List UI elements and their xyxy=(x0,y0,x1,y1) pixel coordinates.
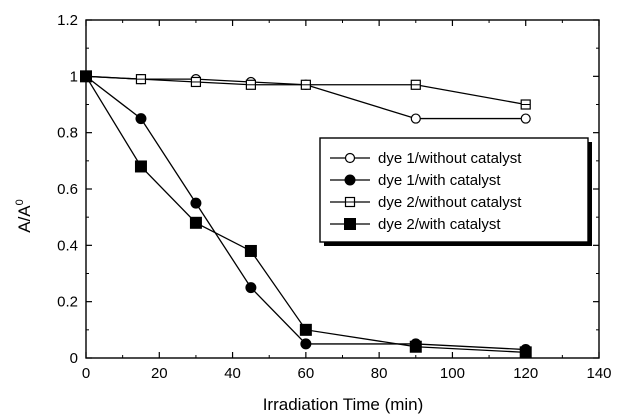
legend-item: dye 2/without catalyst xyxy=(330,194,522,211)
legend-label: dye 1/with catalyst xyxy=(378,172,501,189)
data-point xyxy=(520,113,531,124)
legend-item: dye 1/with catalyst xyxy=(330,172,501,189)
x-tick-label: 60 xyxy=(298,365,315,382)
y-axis-label-main: A/A xyxy=(15,205,34,233)
data-point xyxy=(190,76,202,88)
data-point xyxy=(410,79,421,90)
data-point xyxy=(135,74,147,85)
data-point xyxy=(80,70,92,83)
data-point xyxy=(410,113,421,124)
x-tick-label: 120 xyxy=(513,365,538,382)
y-tick-label: 1 xyxy=(70,68,78,85)
series-3 xyxy=(80,71,531,110)
x-axis-label: Irradiation Time (min) xyxy=(263,395,424,414)
legend-box xyxy=(319,137,589,243)
legend-item: dye 1/without catalyst xyxy=(330,150,522,167)
legend-marker xyxy=(344,196,356,208)
y-axis-label-superscript: 0 xyxy=(14,199,26,205)
x-tick-label: 100 xyxy=(440,365,465,382)
data-point xyxy=(135,113,147,125)
x-tick-label: 0 xyxy=(82,365,90,382)
y-tick-label: 0.2 xyxy=(57,294,78,311)
legend-marker xyxy=(344,218,356,230)
series-layer xyxy=(80,70,532,359)
y-tick-label: 0.4 xyxy=(57,237,78,254)
legend: dye 1/without catalyst dye 1/with catalys… xyxy=(319,137,592,246)
x-tick-label: 140 xyxy=(586,365,611,382)
svg-text:A/A0: A/A0 xyxy=(14,199,34,233)
y-tick-label: 0.8 xyxy=(57,125,78,142)
x-tick-label: 40 xyxy=(224,365,241,382)
legend-label: dye 2/with catalyst xyxy=(378,216,501,233)
data-point xyxy=(300,79,311,90)
data-point xyxy=(134,160,147,173)
data-point xyxy=(300,338,312,350)
y-axis-label: A/A0 xyxy=(14,199,34,233)
legend-marker xyxy=(344,152,356,164)
legend-label: dye 2/without catalyst xyxy=(378,194,522,211)
legend-label: dye 1/without catalyst xyxy=(378,150,522,167)
x-tick-label: 80 xyxy=(371,365,388,382)
y-tick-label: 1.2 xyxy=(57,12,78,29)
data-point xyxy=(409,340,422,353)
legend-item: dye 2/with catalyst xyxy=(330,216,501,233)
y-tick-label: 0 xyxy=(70,350,78,367)
x-tick-label: 20 xyxy=(151,365,168,382)
data-point xyxy=(190,197,202,209)
data-point xyxy=(189,216,202,229)
series-4 xyxy=(80,70,532,359)
axes-layer: 0 20 40 60 80 100 120 140 0 0.2 0.4 0.6 0.8 1 1.2 xyxy=(57,12,611,382)
data-point xyxy=(299,323,312,336)
data-point xyxy=(245,79,256,90)
legend-marker xyxy=(344,174,356,186)
data-point xyxy=(244,244,257,257)
data-point xyxy=(245,282,257,294)
y-tick-label: 0.6 xyxy=(57,181,78,198)
data-point xyxy=(520,99,531,110)
data-point xyxy=(519,346,532,359)
